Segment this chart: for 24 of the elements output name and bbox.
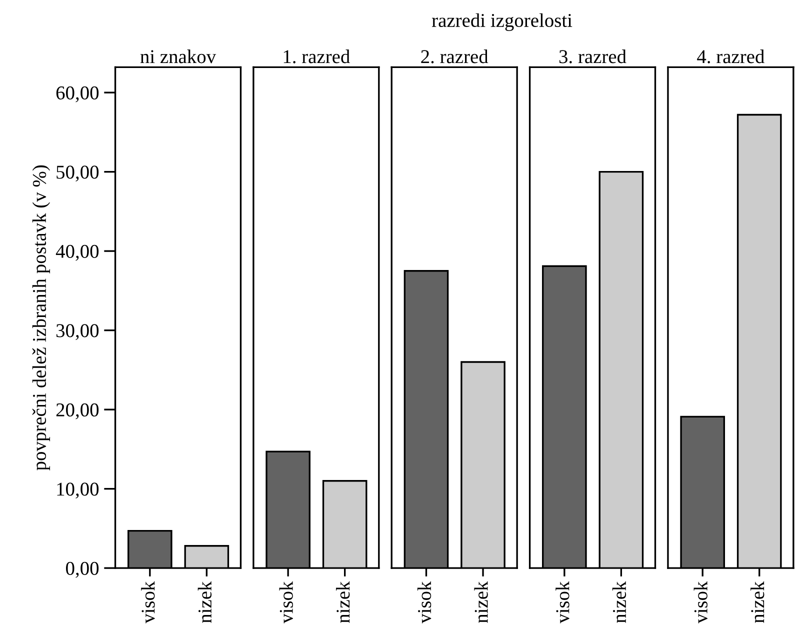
x-tick-label: nizek bbox=[750, 581, 764, 623]
x-tick-label: visok bbox=[694, 581, 708, 624]
chart-title: 1. razred bbox=[284, 50, 350, 64]
chart-title: 2. razred bbox=[421, 50, 488, 64]
chart-title: 4. razred bbox=[697, 50, 764, 64]
x-tick-label: nizek bbox=[198, 581, 212, 623]
chart-title: ni znakov bbox=[140, 50, 216, 64]
x-tick-label: nizek bbox=[612, 581, 626, 623]
y-axis-title: povprečni delež izbranih postavk (v %) bbox=[32, 165, 50, 470]
y-tick-label: 10,00 bbox=[57, 482, 99, 499]
y-tick-label: 30,00 bbox=[56, 324, 99, 340]
y-tick-label: 20,00 bbox=[56, 403, 99, 420]
text: razredi izgorelosti bbox=[432, 13, 572, 32]
x-tick-label: visok bbox=[417, 581, 432, 624]
x-tick-label: visok bbox=[556, 581, 570, 624]
x-tick-label: visok bbox=[141, 581, 155, 624]
x-tick-label: visok bbox=[279, 581, 293, 624]
x-tick-label: nizek bbox=[336, 581, 350, 623]
x-tick-label: nizek bbox=[474, 581, 488, 623]
y-tick-label: 50,00 bbox=[56, 166, 99, 182]
y-tick-label: 0,00 bbox=[66, 562, 99, 578]
y-tick-label: 60,00 bbox=[56, 86, 99, 102]
y-tick-label: 40,00 bbox=[56, 244, 99, 261]
chart-title: 3. razred bbox=[559, 50, 626, 64]
